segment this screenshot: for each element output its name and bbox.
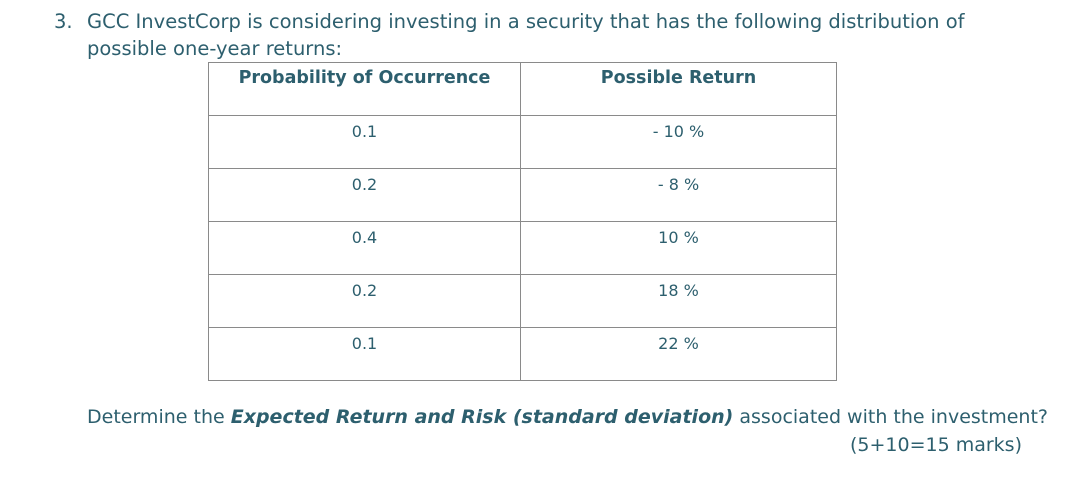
return-cell: - 10 % [520,115,837,169]
table-row: 0.1 22 % [208,327,837,381]
header-possible-return: Possible Return [520,62,837,116]
table-row: 0.4 10 % [208,221,837,275]
probability-cell: 0.2 [208,274,521,328]
probability-cell: 0.4 [208,221,521,275]
return-cell: 18 % [520,274,837,328]
question-text: GCC InvestCorp is considering investing … [87,10,965,60]
probability-cell: 0.2 [208,168,521,222]
table-header-row: Probability of Occurrence Possible Retur… [208,62,837,116]
question-number: 3. [54,10,73,33]
table-row: 0.1 - 10 % [208,115,837,169]
probability-cell: 0.1 [208,327,521,381]
table-row: 0.2 18 % [208,274,837,328]
marks-allocation: (5+10=15 marks) [849,434,1022,456]
probability-cell: 0.1 [208,115,521,169]
question: 3. GCC InvestCorp is considering investi… [54,8,1044,62]
table-row: 0.2 - 8 % [208,168,837,222]
return-cell: - 8 % [520,168,837,222]
return-cell: 10 % [520,221,837,275]
header-probability: Probability of Occurrence [208,62,521,116]
prompt-tail: associated with the investment? [733,406,1049,428]
prompt-lead: Determine the [87,406,231,428]
returns-distribution-table: Probability of Occurrence Possible Retur… [208,62,837,381]
return-cell: 22 % [520,327,837,381]
prompt-emphasis: Expected Return and Risk (standard devia… [230,406,734,428]
task-prompt: Determine the Expected Return and Risk (… [87,404,1048,431]
